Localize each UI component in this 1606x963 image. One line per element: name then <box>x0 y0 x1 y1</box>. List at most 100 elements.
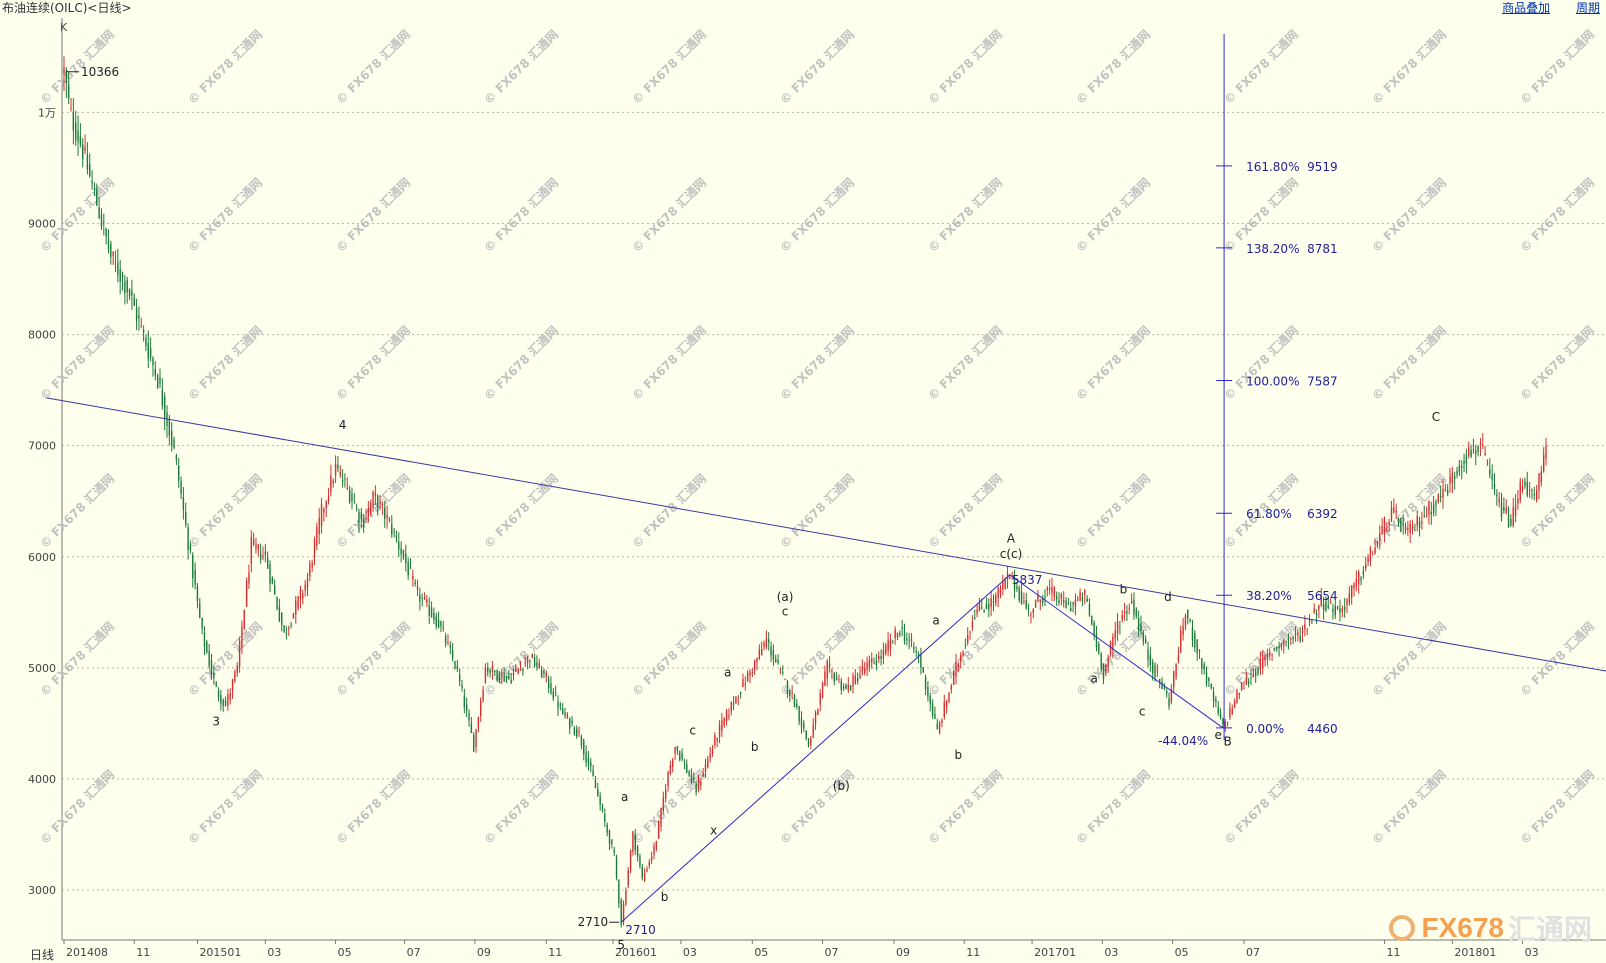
candle <box>1191 619 1194 647</box>
candle <box>810 735 812 750</box>
candle <box>105 227 107 245</box>
wave-label: C <box>1432 410 1440 424</box>
candle <box>629 849 632 874</box>
candle-body <box>786 681 789 694</box>
watermark-text: © FX678 汇通网 <box>1517 471 1598 552</box>
candle <box>601 803 604 813</box>
candle-body <box>140 325 142 327</box>
candle <box>988 598 990 618</box>
commodity-overlay-link[interactable]: 商品叠加 <box>1502 1 1551 15</box>
fib-level-percent: 38.20% <box>1246 589 1292 603</box>
candle-body <box>358 512 360 523</box>
candle <box>149 337 152 362</box>
candle <box>1226 721 1229 727</box>
candle <box>1215 695 1217 708</box>
candle-body <box>1423 515 1425 518</box>
candle <box>620 897 622 928</box>
candle-body <box>604 814 606 823</box>
candle <box>639 853 641 869</box>
candle-body <box>758 649 761 660</box>
candle-body <box>707 758 709 768</box>
candle <box>583 738 585 761</box>
candle <box>1334 599 1336 619</box>
candle-body <box>746 672 749 682</box>
wave-label: b <box>751 740 759 754</box>
candle-body <box>999 587 1002 594</box>
candle <box>976 604 978 618</box>
candle <box>662 791 665 814</box>
period-link[interactable]: 周期 <box>1575 1 1600 15</box>
candle-body <box>1374 547 1376 554</box>
candle-body <box>620 899 622 925</box>
candle-body <box>615 857 618 878</box>
candle <box>433 607 435 625</box>
candle-body <box>1432 505 1435 513</box>
candle-body <box>1451 472 1454 483</box>
candle-body <box>470 723 473 733</box>
candle-body <box>1442 488 1444 499</box>
candle-body <box>311 562 313 568</box>
candle <box>295 595 297 624</box>
candle <box>1250 669 1252 685</box>
candle <box>484 663 487 684</box>
candle <box>573 726 576 736</box>
candle-body <box>1503 507 1505 511</box>
brand-text-a: FX678 <box>1421 912 1504 943</box>
candle <box>756 657 758 671</box>
y-tick-label: 4000 <box>28 773 56 786</box>
candle <box>1048 579 1051 595</box>
candle <box>1086 595 1088 603</box>
candle-body <box>1435 501 1437 506</box>
candle <box>309 560 311 582</box>
candle-body <box>908 640 910 642</box>
candle <box>554 685 557 697</box>
candle-body <box>138 315 140 319</box>
wave-label: (a) <box>777 590 794 604</box>
candle <box>814 710 817 731</box>
candle-body <box>1297 632 1299 636</box>
candle-body <box>133 297 135 306</box>
candle-body <box>271 577 274 584</box>
candle <box>1114 621 1116 646</box>
candle-body <box>1016 586 1018 590</box>
fib-level-price: 7587 <box>1307 374 1338 388</box>
candle-body <box>1461 466 1463 469</box>
candle <box>571 715 573 727</box>
candle <box>899 630 901 638</box>
candle <box>1121 610 1123 623</box>
candle <box>468 709 470 727</box>
candle-body <box>737 698 739 700</box>
candle-body <box>533 657 536 666</box>
candle <box>1187 609 1189 625</box>
candle-body <box>1215 699 1217 702</box>
candle-body <box>1493 483 1496 490</box>
candle <box>1107 654 1109 673</box>
fib-level-price: 9519 <box>1307 160 1338 174</box>
candle <box>313 536 316 566</box>
candle-body <box>1109 642 1112 655</box>
candle-body <box>655 841 658 850</box>
wave-label: c(c) <box>1000 547 1023 561</box>
candle <box>641 863 643 881</box>
candle <box>840 677 842 695</box>
candle <box>325 500 327 518</box>
candle <box>856 672 859 685</box>
candle <box>803 720 805 732</box>
candle-body <box>1259 658 1262 671</box>
candle-body <box>248 572 250 584</box>
candle <box>1285 641 1287 647</box>
candle-body <box>768 639 770 643</box>
candle <box>1112 633 1114 659</box>
candle-body <box>426 599 428 603</box>
candle <box>1093 620 1095 641</box>
candle-body <box>1025 600 1027 609</box>
candle-body <box>702 773 704 777</box>
candle <box>1098 641 1100 655</box>
candle-body <box>1250 677 1252 679</box>
candle <box>96 183 98 206</box>
candle-body <box>262 555 264 557</box>
candle <box>510 672 512 685</box>
candle-body <box>213 673 215 679</box>
candle-body <box>508 675 510 679</box>
